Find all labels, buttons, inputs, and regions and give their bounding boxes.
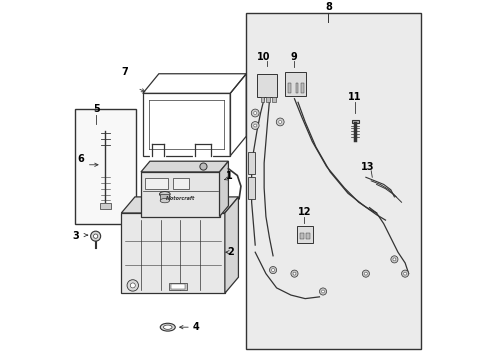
Circle shape bbox=[269, 266, 276, 274]
Bar bbox=[247, 152, 255, 174]
Bar bbox=[284, 72, 305, 96]
Bar bbox=[173, 178, 189, 189]
Circle shape bbox=[93, 234, 98, 238]
Bar bbox=[296, 226, 312, 243]
Circle shape bbox=[127, 280, 138, 291]
Circle shape bbox=[319, 288, 326, 295]
Circle shape bbox=[251, 109, 259, 117]
Bar bbox=[260, 97, 264, 102]
Bar bbox=[305, 233, 309, 239]
Bar bbox=[257, 74, 276, 97]
Bar bbox=[351, 120, 358, 123]
Circle shape bbox=[364, 272, 366, 275]
Circle shape bbox=[90, 231, 101, 241]
Polygon shape bbox=[121, 197, 238, 213]
Text: 1: 1 bbox=[225, 171, 232, 181]
Text: 2: 2 bbox=[226, 247, 233, 257]
Bar bbox=[288, 83, 291, 93]
Bar bbox=[295, 83, 298, 93]
Bar bbox=[160, 194, 169, 200]
Text: Motorcraft: Motorcraft bbox=[165, 196, 195, 201]
Circle shape bbox=[321, 290, 324, 293]
Text: 11: 11 bbox=[347, 92, 361, 102]
Circle shape bbox=[292, 272, 295, 275]
Text: 4: 4 bbox=[193, 322, 199, 332]
Bar bbox=[121, 213, 224, 293]
Bar bbox=[300, 83, 303, 93]
Text: 5: 5 bbox=[93, 104, 100, 114]
Text: 13: 13 bbox=[360, 162, 374, 172]
Text: 8: 8 bbox=[325, 2, 331, 12]
Bar bbox=[171, 284, 185, 289]
Ellipse shape bbox=[160, 323, 175, 331]
Circle shape bbox=[276, 118, 284, 126]
Circle shape bbox=[278, 121, 281, 123]
Text: 3: 3 bbox=[73, 231, 80, 241]
Circle shape bbox=[200, 163, 206, 170]
Bar bbox=[266, 97, 269, 102]
Circle shape bbox=[130, 283, 135, 288]
Ellipse shape bbox=[159, 192, 170, 197]
Circle shape bbox=[390, 256, 397, 263]
Circle shape bbox=[271, 269, 274, 271]
Bar bbox=[169, 283, 187, 291]
Circle shape bbox=[401, 270, 408, 277]
Polygon shape bbox=[141, 161, 228, 172]
Bar bbox=[300, 233, 303, 239]
Ellipse shape bbox=[163, 325, 172, 329]
Text: 12: 12 bbox=[297, 207, 310, 217]
Circle shape bbox=[403, 272, 406, 275]
Polygon shape bbox=[224, 197, 238, 293]
Bar bbox=[246, 13, 420, 348]
Circle shape bbox=[362, 270, 368, 277]
Circle shape bbox=[251, 122, 259, 130]
Circle shape bbox=[253, 124, 256, 127]
Text: 7: 7 bbox=[122, 67, 128, 77]
Circle shape bbox=[253, 112, 256, 114]
Bar bbox=[100, 203, 110, 210]
Text: 6: 6 bbox=[77, 154, 83, 165]
Circle shape bbox=[290, 270, 297, 277]
Bar bbox=[144, 178, 167, 189]
Polygon shape bbox=[219, 161, 228, 216]
Text: 9: 9 bbox=[290, 52, 297, 62]
Bar bbox=[271, 97, 275, 102]
Text: 10: 10 bbox=[256, 52, 269, 62]
Circle shape bbox=[392, 258, 395, 261]
Bar bbox=[141, 172, 219, 216]
Bar bbox=[247, 177, 255, 199]
Bar bbox=[75, 109, 135, 224]
Ellipse shape bbox=[160, 198, 169, 203]
